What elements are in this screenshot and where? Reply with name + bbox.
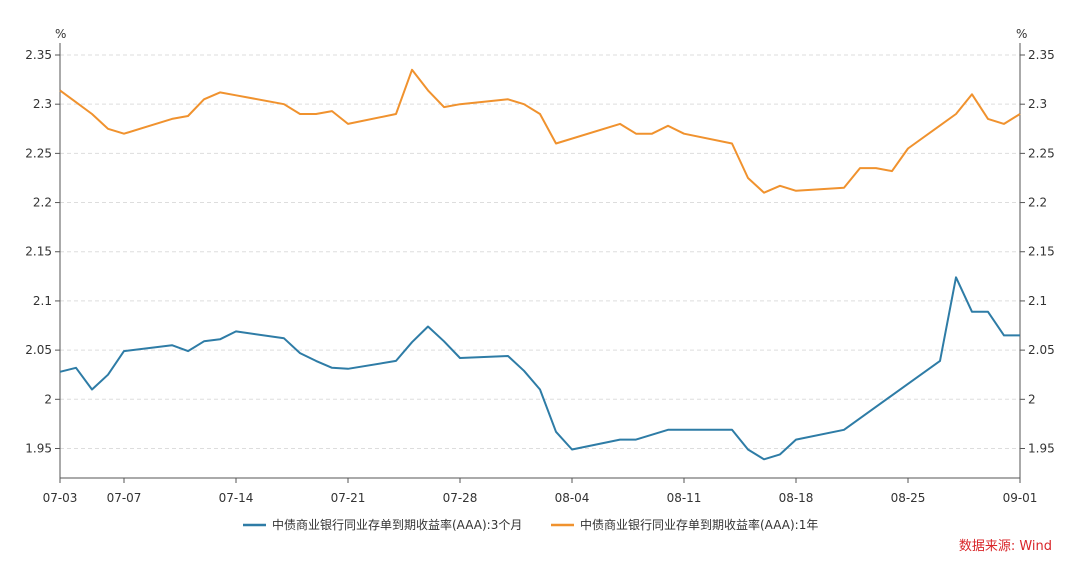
y-axis-left-ticks: 2.35 2.3 2.25 2.2 2.15 2.1 2.05 2 1.95 [25,48,60,455]
legend-label-3m: 中债商业银行同业存单到期收益率(AAA):3个月 [272,517,522,532]
data-source: 数据来源: Wind [959,539,1052,554]
y-tick-label-left: 2.1 [33,294,52,308]
x-tick-label: 07-14 [219,491,254,505]
y-tick-label-right: 2.15 [1028,245,1055,259]
y-tick-label-left: 2.05 [25,343,52,357]
y-tick-label-right: 2.3 [1028,97,1047,111]
x-tick-label: 08-18 [779,491,814,505]
x-tick-label: 07-03 [43,491,78,505]
y-tick-label-left: 2.35 [25,48,52,62]
legend-label-1y: 中债商业银行同业存单到期收益率(AAA):1年 [580,517,818,532]
x-tick-label: 07-21 [331,491,366,505]
y-tick-label-right: 2.25 [1028,146,1055,160]
legend: 中债商业银行同业存单到期收益率(AAA):3个月 中债商业银行同业存单到期收益率… [243,517,818,532]
x-tick-label: 07-07 [107,491,142,505]
series-line-1y [59,68,1021,194]
y-tick-label-right: 2.1 [1028,294,1047,308]
series-line-3m [59,276,1020,461]
grid-lines [60,54,1020,449]
y-tick-label-left: 2.25 [25,146,52,160]
x-tick-label: 09-01 [1003,491,1038,505]
y-unit-right: % [1016,27,1027,41]
x-tick-label: 08-11 [667,491,702,505]
x-tick-label: 07-28 [443,491,478,505]
axes [59,43,1021,479]
y-tick-label-left: 2.15 [25,245,52,259]
x-tick-label: 08-04 [555,491,590,505]
y-tick-label-right: 2.35 [1028,48,1055,62]
y-unit-left: % [55,27,66,41]
x-tick-label: 08-25 [891,491,926,505]
y-tick-label-right: 2.05 [1028,343,1055,357]
series-lines [59,68,1021,461]
y-tick-label-right: 2 [1028,392,1036,406]
y-axis-right-ticks: 2.35 2.3 2.25 2.2 2.15 2.1 2.05 2 1.95 [1020,48,1055,455]
y-tick-label-right: 1.95 [1028,441,1055,455]
y-tick-label-left: 2 [44,392,52,406]
y-tick-label-left: 1.95 [25,441,52,455]
y-tick-label-left: 2.2 [33,196,52,210]
y-tick-label-left: 2.3 [33,97,52,111]
x-axis-ticks: 07-03 07-07 07-14 07-21 07-28 08-04 08-11 08-18… [43,478,1038,505]
y-tick-label-right: 2.2 [1028,196,1047,210]
